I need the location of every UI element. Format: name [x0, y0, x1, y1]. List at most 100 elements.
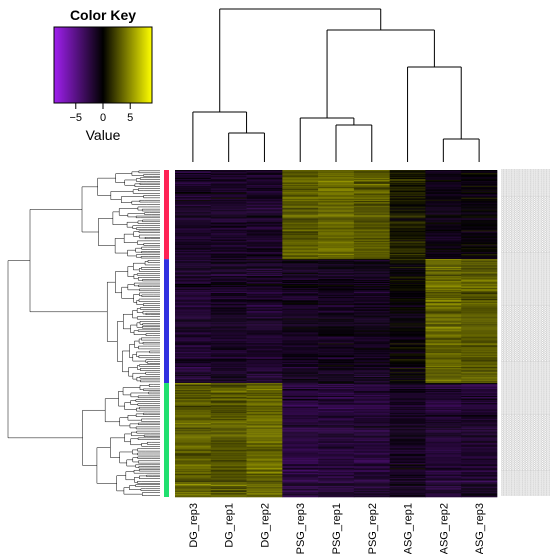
heatmap-cell: [282, 443, 319, 445]
heatmap-cell: [425, 347, 462, 349]
heatmap-cell: [246, 315, 283, 317]
heatmap-cell: [175, 189, 212, 192]
heatmap-cell: [389, 476, 426, 478]
heatmap-cell: [210, 211, 247, 213]
heatmap-cell: [210, 388, 247, 390]
heatmap-cell: [461, 194, 498, 197]
heatmap-cell: [353, 239, 390, 241]
heatmap-cell: [282, 464, 319, 466]
heatmap-cell: [175, 375, 212, 377]
row-label: XXXXXXXXXXXXXXXXXXXXXXXXXXXXXXXX: [501, 444, 550, 447]
heatmap-cell: [353, 467, 390, 469]
heatmap-cell: [246, 207, 283, 209]
heatmap-cell: [318, 293, 355, 296]
column-label: DG_rep1: [224, 503, 236, 548]
heatmap-cell: [353, 355, 390, 357]
heatmap-cell: [425, 415, 462, 418]
heatmap-cell: [318, 238, 355, 240]
heatmap-cell: [246, 432, 283, 434]
heatmap-cell: [175, 248, 212, 250]
heatmap-cell: [425, 380, 462, 382]
heatmap-cell: [282, 261, 319, 263]
heatmap-cell: [425, 362, 462, 364]
heatmap-cell: [175, 416, 212, 419]
heatmap-cell: [175, 406, 212, 409]
heatmap-cell: [353, 256, 390, 258]
heatmap-cell: [175, 201, 212, 203]
heatmap-cell: [318, 299, 355, 302]
heatmap-cell: [282, 194, 319, 197]
heatmap-cell: [461, 348, 498, 350]
heatmap-cell: [425, 244, 462, 246]
heatmap-cell: [318, 216, 355, 218]
heatmap-cell: [318, 279, 355, 282]
heatmap-cell: [175, 468, 212, 470]
heatmap-cell: [389, 485, 426, 487]
heatmap-cell: [210, 180, 247, 183]
heatmap-cell: [461, 230, 498, 232]
heatmap-cell: [210, 246, 247, 248]
heatmap-cell: [246, 361, 283, 363]
heatmap-cell: [175, 226, 212, 228]
heatmap-cell: [353, 309, 390, 312]
heatmap-cell: [389, 355, 426, 357]
heatmap-cell: [175, 386, 212, 388]
heatmap-cell: [425, 192, 462, 195]
heatmap-cell: [389, 306, 426, 309]
heatmap-cell: [210, 199, 247, 202]
heatmap-cell: [175, 231, 212, 233]
heatmap-cell: [246, 464, 283, 466]
heatmap-cell: [318, 203, 355, 205]
heatmap-cell: [461, 217, 498, 219]
heatmap-cell: [282, 402, 319, 405]
heatmap-cell: [389, 186, 426, 189]
heatmap-cell: [282, 489, 319, 491]
heatmap-cell: [246, 263, 283, 265]
heatmap-cell: [318, 358, 355, 360]
heatmap-cell: [425, 379, 462, 381]
heatmap-cell: [389, 410, 426, 413]
heatmap-cell: [461, 292, 498, 295]
heatmap-cell: [246, 271, 283, 273]
heatmap-cell: [282, 318, 319, 320]
row-label: XXXXXXXXXXXXXXXXXXXXXXXXXXXXXXXX: [501, 482, 550, 485]
heatmap-cell: [461, 495, 498, 497]
heatmap-cell: [282, 457, 319, 459]
heatmap-cell: [210, 308, 247, 311]
row-label: XXXXXXXXXXXXXXXXXXXXXXXXXXXXXXXX: [501, 385, 550, 388]
heatmap-cell: [318, 371, 355, 373]
heatmap-cell: [175, 337, 212, 339]
heatmap-cell: [318, 442, 355, 444]
heatmap-cell: [425, 352, 462, 354]
heatmap-cell: [353, 210, 390, 212]
heatmap-cell: [353, 462, 390, 464]
heatmap-cell: [425, 474, 462, 476]
heatmap-cell: [210, 477, 247, 479]
heatmap-cell: [461, 274, 498, 276]
heatmap-cell: [282, 483, 319, 485]
heatmap-cell: [425, 259, 462, 261]
heatmap-cell: [389, 287, 426, 290]
heatmap-cell: [389, 220, 426, 222]
heatmap-cell: [175, 277, 212, 279]
heatmap-cell: [389, 171, 426, 174]
heatmap-cell: [353, 287, 390, 290]
heatmap-cell: [353, 397, 390, 400]
heatmap-cell: [246, 253, 283, 255]
heatmap-cell: [246, 412, 283, 415]
heatmap-cell: [425, 357, 462, 359]
heatmap-cell: [210, 454, 247, 456]
heatmap-cell: [389, 382, 426, 384]
heatmap-cell: [461, 180, 498, 183]
heatmap-cell: [353, 412, 390, 415]
heatmap-cell: [389, 480, 426, 482]
heatmap-cell: [210, 215, 247, 217]
heatmap-cell: [461, 436, 498, 438]
heatmap-cell: [246, 354, 283, 356]
heatmap-cell: [210, 296, 247, 299]
heatmap-cell: [175, 252, 212, 254]
heatmap-cell: [389, 478, 426, 480]
heatmap-cell: [282, 345, 319, 347]
heatmap-cell: [210, 254, 247, 256]
heatmap-cell: [210, 394, 247, 397]
